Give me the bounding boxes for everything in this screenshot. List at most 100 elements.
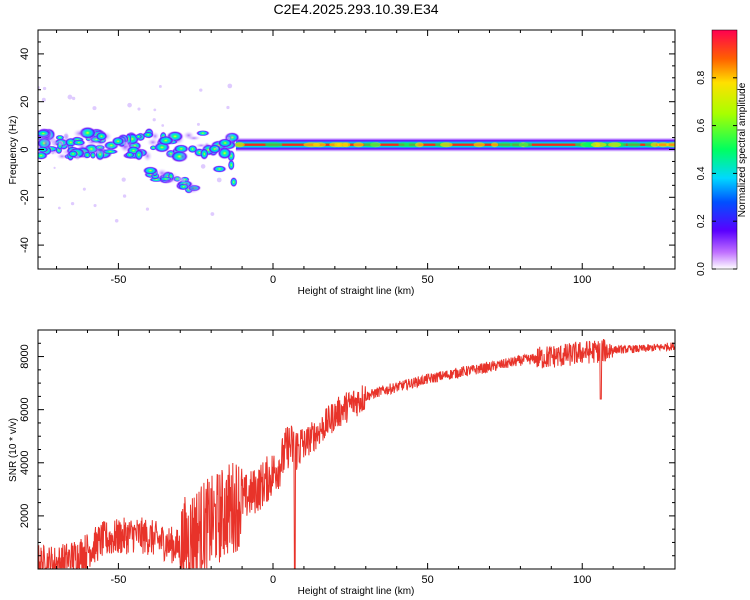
spectral-speck [215,146,219,150]
spectral-blob [38,151,48,160]
spectral-speck [210,212,215,216]
spectral-band-segment [657,142,669,148]
spectrogram-x-tick-label: -50 [110,274,126,286]
spectral-band-segment [650,142,660,148]
snr-x-tick-label: 0 [270,574,276,586]
spectral-blob [195,130,210,137]
colorbar-tick-label: 0.0 [696,262,707,276]
spectral-blob [111,136,125,146]
spectral-speck [161,124,165,127]
colorbar-gradient [711,29,738,270]
spectral-blob [157,135,175,146]
snr-axes: -50 0 50 100 2000 4000 6000 8000 [19,329,676,586]
spectrogram-heatmap [38,83,675,223]
spectral-blob [227,159,235,171]
spectral-speck [51,138,56,143]
spectral-blob [71,139,86,146]
colorbar-tick-label: 0.8 [696,70,707,84]
spectrogram-x-tick-label: 0 [270,274,276,286]
spectral-speck [96,150,100,154]
spectral-speck [70,201,75,206]
spectral-band-segment [509,142,524,148]
spectral-speck [200,164,206,169]
spectral-speck [51,151,55,155]
spectral-blob [182,130,195,140]
spectral-band-segment [398,142,410,148]
snr-x-tick-label: -50 [110,574,126,586]
spectral-blob [194,142,208,149]
spectrogram-panel: -50 0 50 100 -40 -20 0 20 40 Height of straight … [8,29,676,297]
snr-y-tick-label: 2000 [19,504,31,528]
snr-y-tick-label: 8000 [19,344,31,368]
spectral-blob [155,168,169,179]
spectral-speck [127,102,132,108]
figure-title: C2E4.2025.293.10.39.E34 [273,1,438,17]
spectral-speck [53,166,56,169]
colorbar: 0.0 0.2 0.4 0.6 0.8 Normalized spectral ampl… [696,29,748,276]
spectral-blob [95,131,108,141]
spectral-speck [178,177,183,182]
snr-x-tick-label: 50 [421,574,433,586]
spectral-blob [55,134,65,141]
spectral-blob [229,176,238,188]
spectral-band-segment [666,142,675,148]
spectral-speck [42,86,47,91]
spectral-band-segment [522,142,533,148]
spectral-blob [67,150,79,158]
spectral-blob [179,151,187,162]
spectral-band-segment [265,142,283,148]
spectral-speck [71,96,76,101]
snr-x-tick-label: 100 [573,574,591,586]
spectral-speck [226,105,230,110]
spectrogram-x-tick-label: 50 [421,274,433,286]
spectral-blob [89,151,97,160]
spectral-speck [145,207,150,211]
snr-panel: -50 0 50 100 2000 4000 6000 8000 Height of stra… [8,329,676,597]
spectrogram-x-tick-label: 100 [573,274,591,286]
colorbar-label: Normalized spectral amplitude [737,82,748,217]
spectral-speck [123,141,129,147]
spectral-band-segment [440,142,453,148]
spectral-blob [124,151,135,159]
spectral-blob [134,133,143,140]
spectral-speck [75,155,80,160]
spectral-band-segment [353,142,364,148]
spectrogram-y-tick-label: 0 [19,146,31,152]
spectral-speck [41,97,46,102]
spectral-speck [216,177,222,183]
spectrogram-y-label: Frequency (Hz) [8,116,19,185]
spectral-speck [153,108,157,112]
spectrogram-y-tick-label: -20 [19,189,31,205]
spectral-blob [199,147,209,160]
spectral-blob [208,144,222,154]
spectral-speck [93,203,97,208]
spectrogram-y-tick-label: 40 [19,48,31,60]
spectral-speck [114,219,119,223]
spectral-band-segment [234,142,245,148]
spectral-blob [146,137,160,147]
spectral-speck [58,206,61,210]
spectral-speck [82,187,86,191]
spectral-speck [152,118,156,122]
spectral-band-segment [583,142,595,148]
spectral-blob [142,166,159,175]
spectrogram-x-label: Height of straight line (km) [298,286,415,297]
snr-y-label: SNR (10 * v/v) [8,418,19,482]
spectral-blob [134,148,144,161]
spectral-speck [227,83,233,89]
spectral-band-peak [235,143,675,146]
spectral-band-segment [498,142,513,148]
spectral-blob [85,138,99,146]
spectral-blob [149,145,157,151]
spectral-speck [199,88,203,92]
spectral-band-segment [336,142,349,148]
spectral-band-segment [627,142,641,148]
spectrogram-y-tick-label: -40 [19,237,31,253]
spectral-blob [142,131,155,139]
spectral-speck [226,136,231,140]
spectral-speck [63,133,69,139]
spectral-blob [187,144,198,154]
spectral-blob [212,165,227,173]
spectral-speck [137,107,141,111]
spectral-band-segment [491,142,499,148]
